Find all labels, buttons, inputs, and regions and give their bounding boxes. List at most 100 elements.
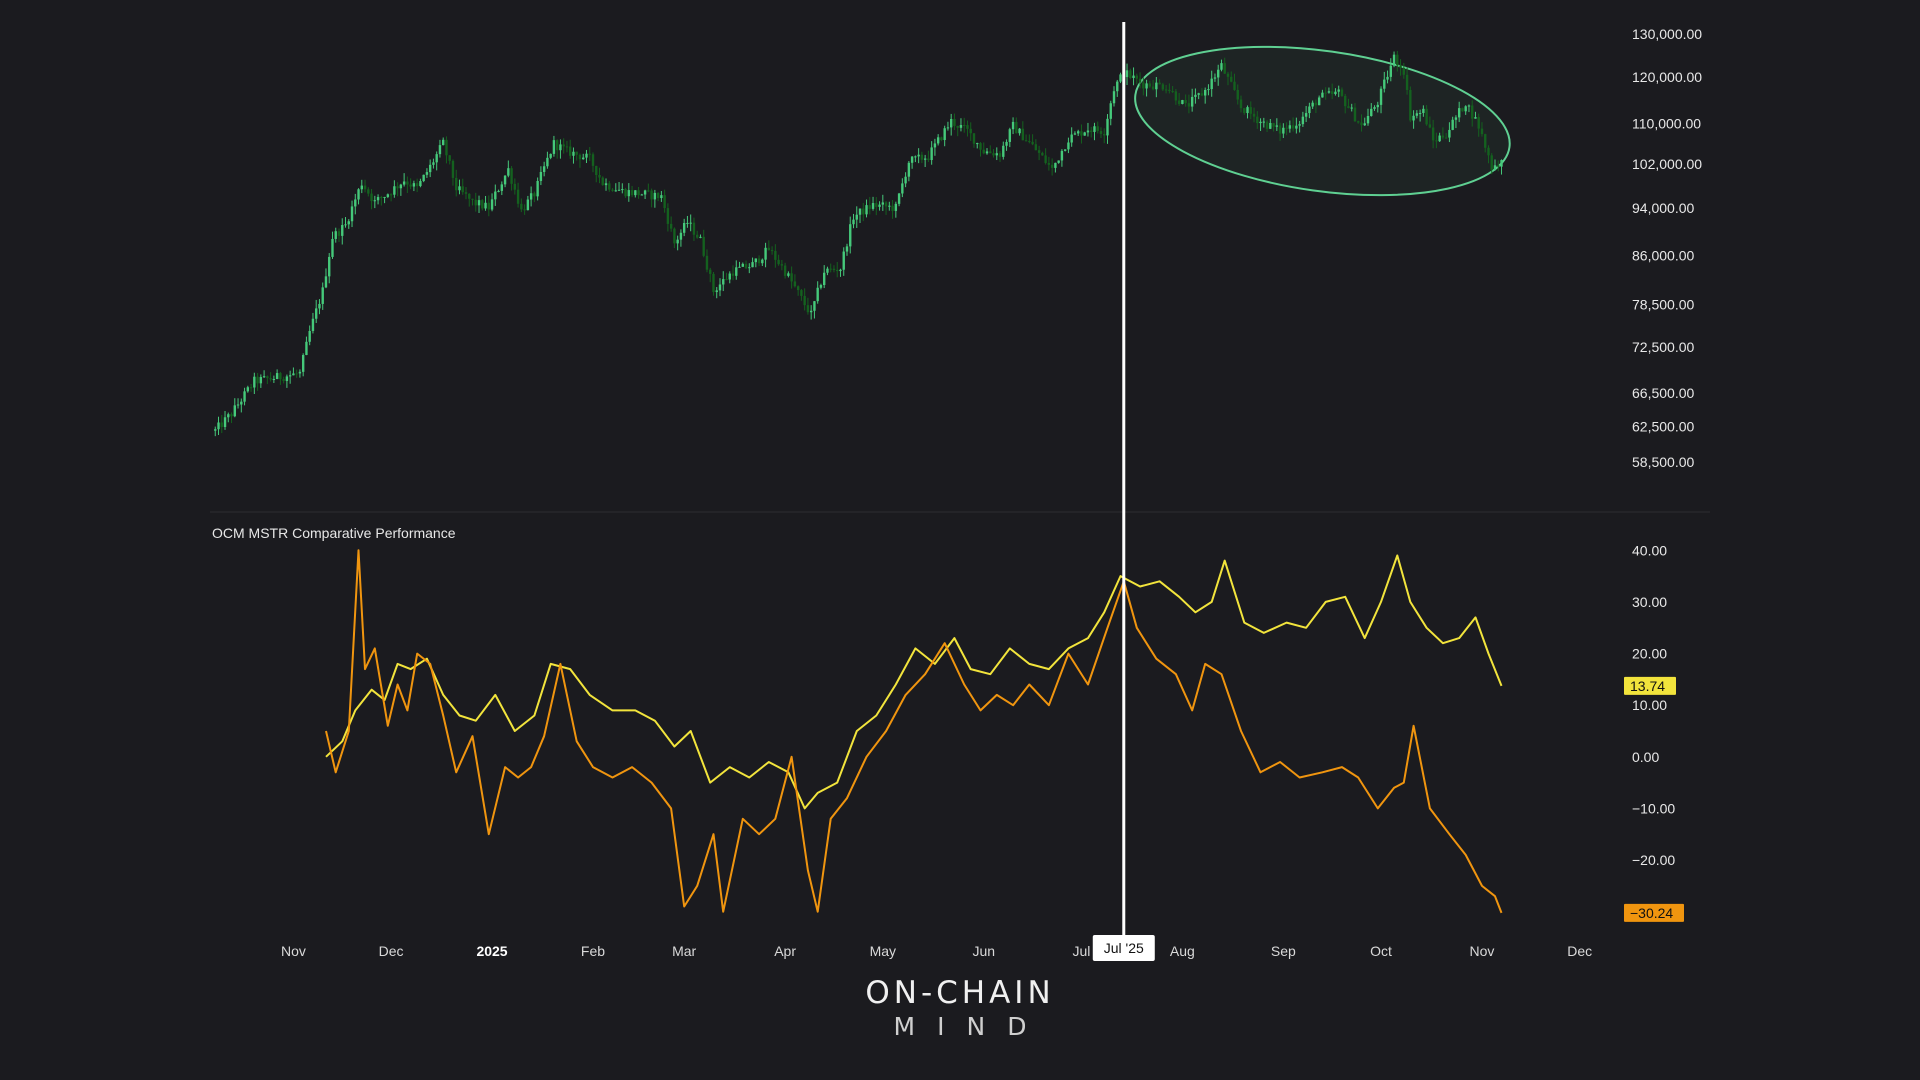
- candle-body: [1249, 107, 1252, 114]
- price-tick-label: 78,500.00: [1632, 296, 1694, 312]
- candle-body: [914, 156, 917, 158]
- candle-body: [624, 189, 627, 197]
- candle-body: [709, 269, 712, 274]
- candle-body: [513, 183, 517, 190]
- last-value-badge: [1624, 676, 1676, 695]
- candle-body: [442, 139, 445, 146]
- candle-body: [292, 373, 295, 376]
- candle-body: [1230, 76, 1233, 82]
- candle-body: [663, 195, 666, 209]
- candle-body: [979, 143, 982, 150]
- candle-body: [826, 268, 829, 273]
- candle-body: [617, 189, 621, 191]
- candle-body: [1151, 86, 1155, 90]
- candle-body: [1220, 63, 1223, 70]
- candle-body: [1428, 124, 1432, 128]
- candle-body: [1008, 129, 1012, 142]
- candle-body: [852, 219, 855, 225]
- candle-body: [568, 146, 572, 156]
- performance-line-orange: [325, 549, 1503, 914]
- candle-body: [1011, 121, 1015, 130]
- candle-body: [1187, 103, 1191, 107]
- candle-body: [1161, 84, 1165, 90]
- candle-body: [949, 118, 953, 128]
- candle-body: [1412, 115, 1415, 121]
- candle-body: [1500, 160, 1503, 167]
- candle-body: [1090, 130, 1093, 132]
- candle-body: [1360, 122, 1363, 126]
- candle-body: [653, 192, 657, 200]
- candle-body: [976, 143, 979, 145]
- candle-body: [1203, 89, 1207, 96]
- candle-body: [380, 197, 383, 199]
- candle-body: [985, 151, 989, 154]
- candle-body: [940, 137, 943, 141]
- candle-body: [552, 140, 556, 154]
- candle-body: [764, 247, 767, 260]
- candle-body: [832, 268, 836, 270]
- candle-body: [471, 198, 474, 200]
- candle-body: [494, 191, 497, 200]
- price-tick-label: 62,500.00: [1632, 418, 1694, 434]
- candle-body: [1190, 96, 1194, 107]
- candle-body: [1034, 144, 1038, 151]
- price-tick-label: 110,000.00: [1632, 116, 1701, 132]
- month-label: Apr: [774, 943, 796, 959]
- candle-body: [829, 268, 832, 270]
- candle-body: [679, 232, 683, 240]
- candle-body: [790, 273, 793, 282]
- candle-body: [341, 225, 344, 236]
- price-tick-label: 72,500.00: [1632, 339, 1694, 355]
- candle-body: [1093, 126, 1096, 132]
- candle-body: [1399, 65, 1402, 69]
- candle-body: [1158, 82, 1161, 85]
- candle-body: [360, 185, 363, 190]
- candle-body: [1474, 117, 1477, 119]
- candle-body: [1037, 150, 1041, 153]
- candle-body: [269, 378, 272, 380]
- candle-body: [1392, 54, 1396, 66]
- candle-body: [695, 234, 699, 238]
- candle-body: [585, 153, 588, 158]
- candle-body: [1060, 150, 1064, 161]
- candle-body: [1366, 116, 1370, 124]
- candle-body: [1376, 104, 1379, 108]
- candle-body: [1340, 89, 1344, 96]
- candle-body: [1308, 106, 1311, 114]
- candle-body: [448, 155, 451, 161]
- candle-body: [969, 128, 972, 134]
- candle-body: [572, 151, 575, 156]
- candle-body: [982, 149, 985, 154]
- candle-body: [1116, 81, 1119, 92]
- candle-body: [1177, 100, 1181, 104]
- candle-body: [1480, 128, 1484, 135]
- candle-body: [455, 177, 458, 191]
- candle-body: [1272, 123, 1275, 127]
- indicator-title: OCM MSTR Comparative Performance: [212, 525, 456, 541]
- candle-body: [647, 190, 650, 192]
- candle-body: [933, 143, 937, 148]
- candle-body: [1464, 106, 1467, 112]
- candle-body: [731, 273, 735, 276]
- candle-body: [451, 160, 455, 178]
- candle-body: [1422, 108, 1425, 114]
- candle-body: [1301, 116, 1305, 125]
- candle-body: [559, 144, 562, 151]
- candle-body: [562, 144, 565, 147]
- candle-body: [956, 125, 959, 128]
- candle-body: [842, 251, 845, 270]
- candle-body: [1112, 91, 1116, 104]
- candle-body: [588, 153, 591, 155]
- candle-body: [640, 194, 644, 196]
- candle-body: [634, 190, 637, 196]
- candle-body: [526, 199, 530, 211]
- candle-body: [458, 186, 461, 191]
- candle-body: [1103, 133, 1106, 136]
- candle-body: [930, 147, 933, 161]
- candle-body: [845, 246, 849, 252]
- candle-body: [464, 192, 468, 194]
- performance-line-yellow: [325, 554, 1503, 810]
- candle-body: [1197, 93, 1200, 95]
- candle-body: [1461, 108, 1464, 112]
- candle-body: [1405, 74, 1409, 90]
